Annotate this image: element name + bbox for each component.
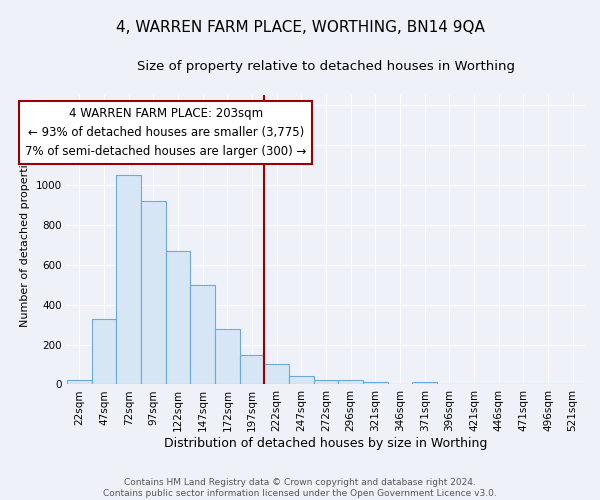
Bar (116, 175, 141, 384)
Text: Contains HM Land Registry data © Crown copyright and database right 2024.
Contai: Contains HM Land Registry data © Crown c… (103, 478, 497, 498)
Bar (240, 354, 265, 384)
Bar (92, 318, 116, 384)
Title: Size of property relative to detached houses in Worthing: Size of property relative to detached ho… (137, 60, 515, 73)
Bar (314, 380, 338, 384)
Bar (338, 380, 363, 384)
Bar (67, 380, 92, 384)
Text: 4 WARREN FARM PLACE: 203sqm
← 93% of detached houses are smaller (3,775)
7% of s: 4 WARREN FARM PLACE: 203sqm ← 93% of det… (25, 107, 307, 158)
Bar (166, 250, 190, 384)
Text: 4, WARREN FARM PLACE, WORTHING, BN14 9QA: 4, WARREN FARM PLACE, WORTHING, BN14 9QA (116, 20, 484, 35)
Bar (363, 382, 388, 384)
Bar (190, 284, 215, 384)
Bar (215, 328, 240, 384)
Y-axis label: Number of detached properties: Number of detached properties (20, 152, 31, 328)
Bar (412, 382, 437, 384)
Bar (141, 201, 166, 384)
Bar (265, 364, 289, 384)
Bar (289, 376, 314, 384)
X-axis label: Distribution of detached houses by size in Worthing: Distribution of detached houses by size … (164, 437, 488, 450)
